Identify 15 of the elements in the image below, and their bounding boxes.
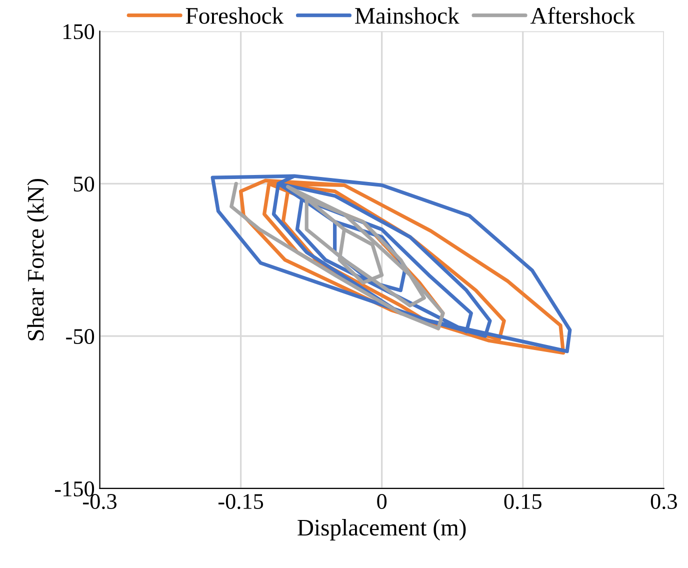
x-tick-label: 0 — [377, 494, 387, 509]
x-axis-title: Displacement (m) — [298, 519, 466, 540]
y-tick-label: -50 — [66, 329, 94, 344]
x-tick-label: -0.15 — [218, 494, 264, 510]
y-tick-label: 50 — [74, 176, 94, 192]
x-tick-label: -0.3 — [83, 494, 116, 510]
legend-label: Aftershock — [530, 7, 636, 24]
line-series — [230, 182, 445, 330]
x-tick-label: 0.15 — [504, 494, 542, 510]
y-tick-label: 150 — [64, 24, 94, 40]
y-axis-title: Shear Force (kN) — [27, 178, 49, 340]
x-tick-label: 0.3 — [650, 494, 677, 510]
y-tick-label: -150 — [54, 481, 94, 496]
legend-label: Mainshock — [355, 7, 460, 24]
legend-label: Foreshock — [186, 7, 284, 24]
